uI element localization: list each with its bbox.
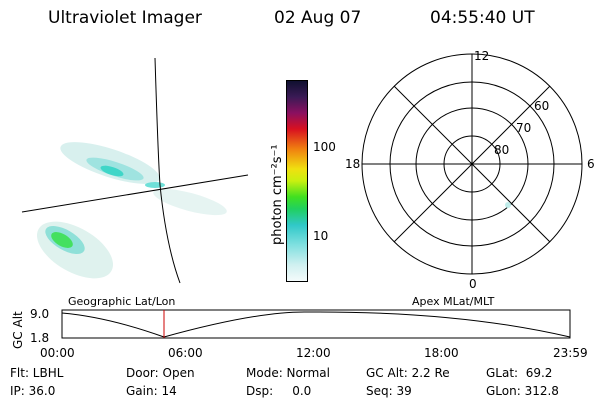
timeline-ytick-top: 9.0 bbox=[30, 307, 50, 321]
info-gain: Gain: 14 bbox=[126, 384, 177, 398]
timeline-frame bbox=[61, 309, 571, 339]
apex-caption: Apex MLat/MLT bbox=[412, 295, 495, 308]
timeline-xtick-0600: 06:00 bbox=[168, 346, 203, 360]
info-door: Door: Open bbox=[126, 366, 195, 380]
header-date: 02 Aug 07 bbox=[274, 8, 362, 28]
polar-diagonal-2 bbox=[393, 85, 551, 243]
longitude-line bbox=[154, 57, 181, 284]
mlt-label-12: 12 bbox=[474, 49, 489, 63]
latitude-line bbox=[21, 174, 249, 213]
timeline-xtick-2359: 23:59 bbox=[553, 346, 588, 360]
info-ip: IP: 36.0 bbox=[10, 384, 56, 398]
geographic-caption: Geographic Lat/Lon bbox=[68, 295, 176, 308]
aurora-emission-upper bbox=[60, 142, 227, 216]
timeline-plot bbox=[61, 309, 571, 339]
polar-emission-spot bbox=[505, 202, 511, 208]
app-title: Ultraviolet Imager bbox=[48, 8, 202, 28]
colorbar-tick-10: 10 bbox=[313, 229, 329, 243]
lat-label-70: 70 bbox=[516, 121, 531, 135]
mlt-label-0: 0 bbox=[469, 277, 477, 290]
colorbar-label: photon cm⁻²s⁻¹ bbox=[270, 144, 285, 245]
info-mode: Mode: Normal bbox=[246, 366, 330, 380]
info-glat: GLat: 69.2 bbox=[486, 366, 553, 380]
info-glon: GLon: 312.8 bbox=[486, 384, 559, 398]
timeline-xtick-0000: 00:00 bbox=[40, 346, 75, 360]
lat-label-80: 80 bbox=[494, 143, 509, 157]
mlt-label-18: 18 bbox=[345, 157, 360, 171]
timeline-xtick-1800: 18:00 bbox=[424, 346, 459, 360]
colorbar-tick-100: 100 bbox=[313, 140, 336, 154]
header-time: 04:55:40 UT bbox=[430, 8, 535, 28]
aurora-emission-lower bbox=[37, 221, 113, 279]
geographic-image-panel bbox=[21, 57, 249, 284]
polar-mlat-mlt-plot: 12 18 6 0 60 70 80 bbox=[345, 49, 595, 290]
timeline-xtick-1200: 12:00 bbox=[296, 346, 331, 360]
timeline-ylabel: GC Alt bbox=[11, 311, 25, 349]
info-filter: Flt: LBHL bbox=[10, 366, 64, 380]
altitude-curve bbox=[61, 311, 571, 338]
timeline-ytick-bottom: 1.8 bbox=[30, 331, 50, 345]
color-scale-bar bbox=[286, 80, 308, 282]
info-seq: Seq: 39 bbox=[366, 384, 412, 398]
mlt-label-6: 6 bbox=[587, 157, 595, 171]
lat-label-60: 60 bbox=[534, 99, 549, 113]
info-dsp: Dsp: 0.0 bbox=[246, 384, 312, 398]
info-gc-alt: GC Alt: 2.2 Re bbox=[366, 366, 450, 380]
